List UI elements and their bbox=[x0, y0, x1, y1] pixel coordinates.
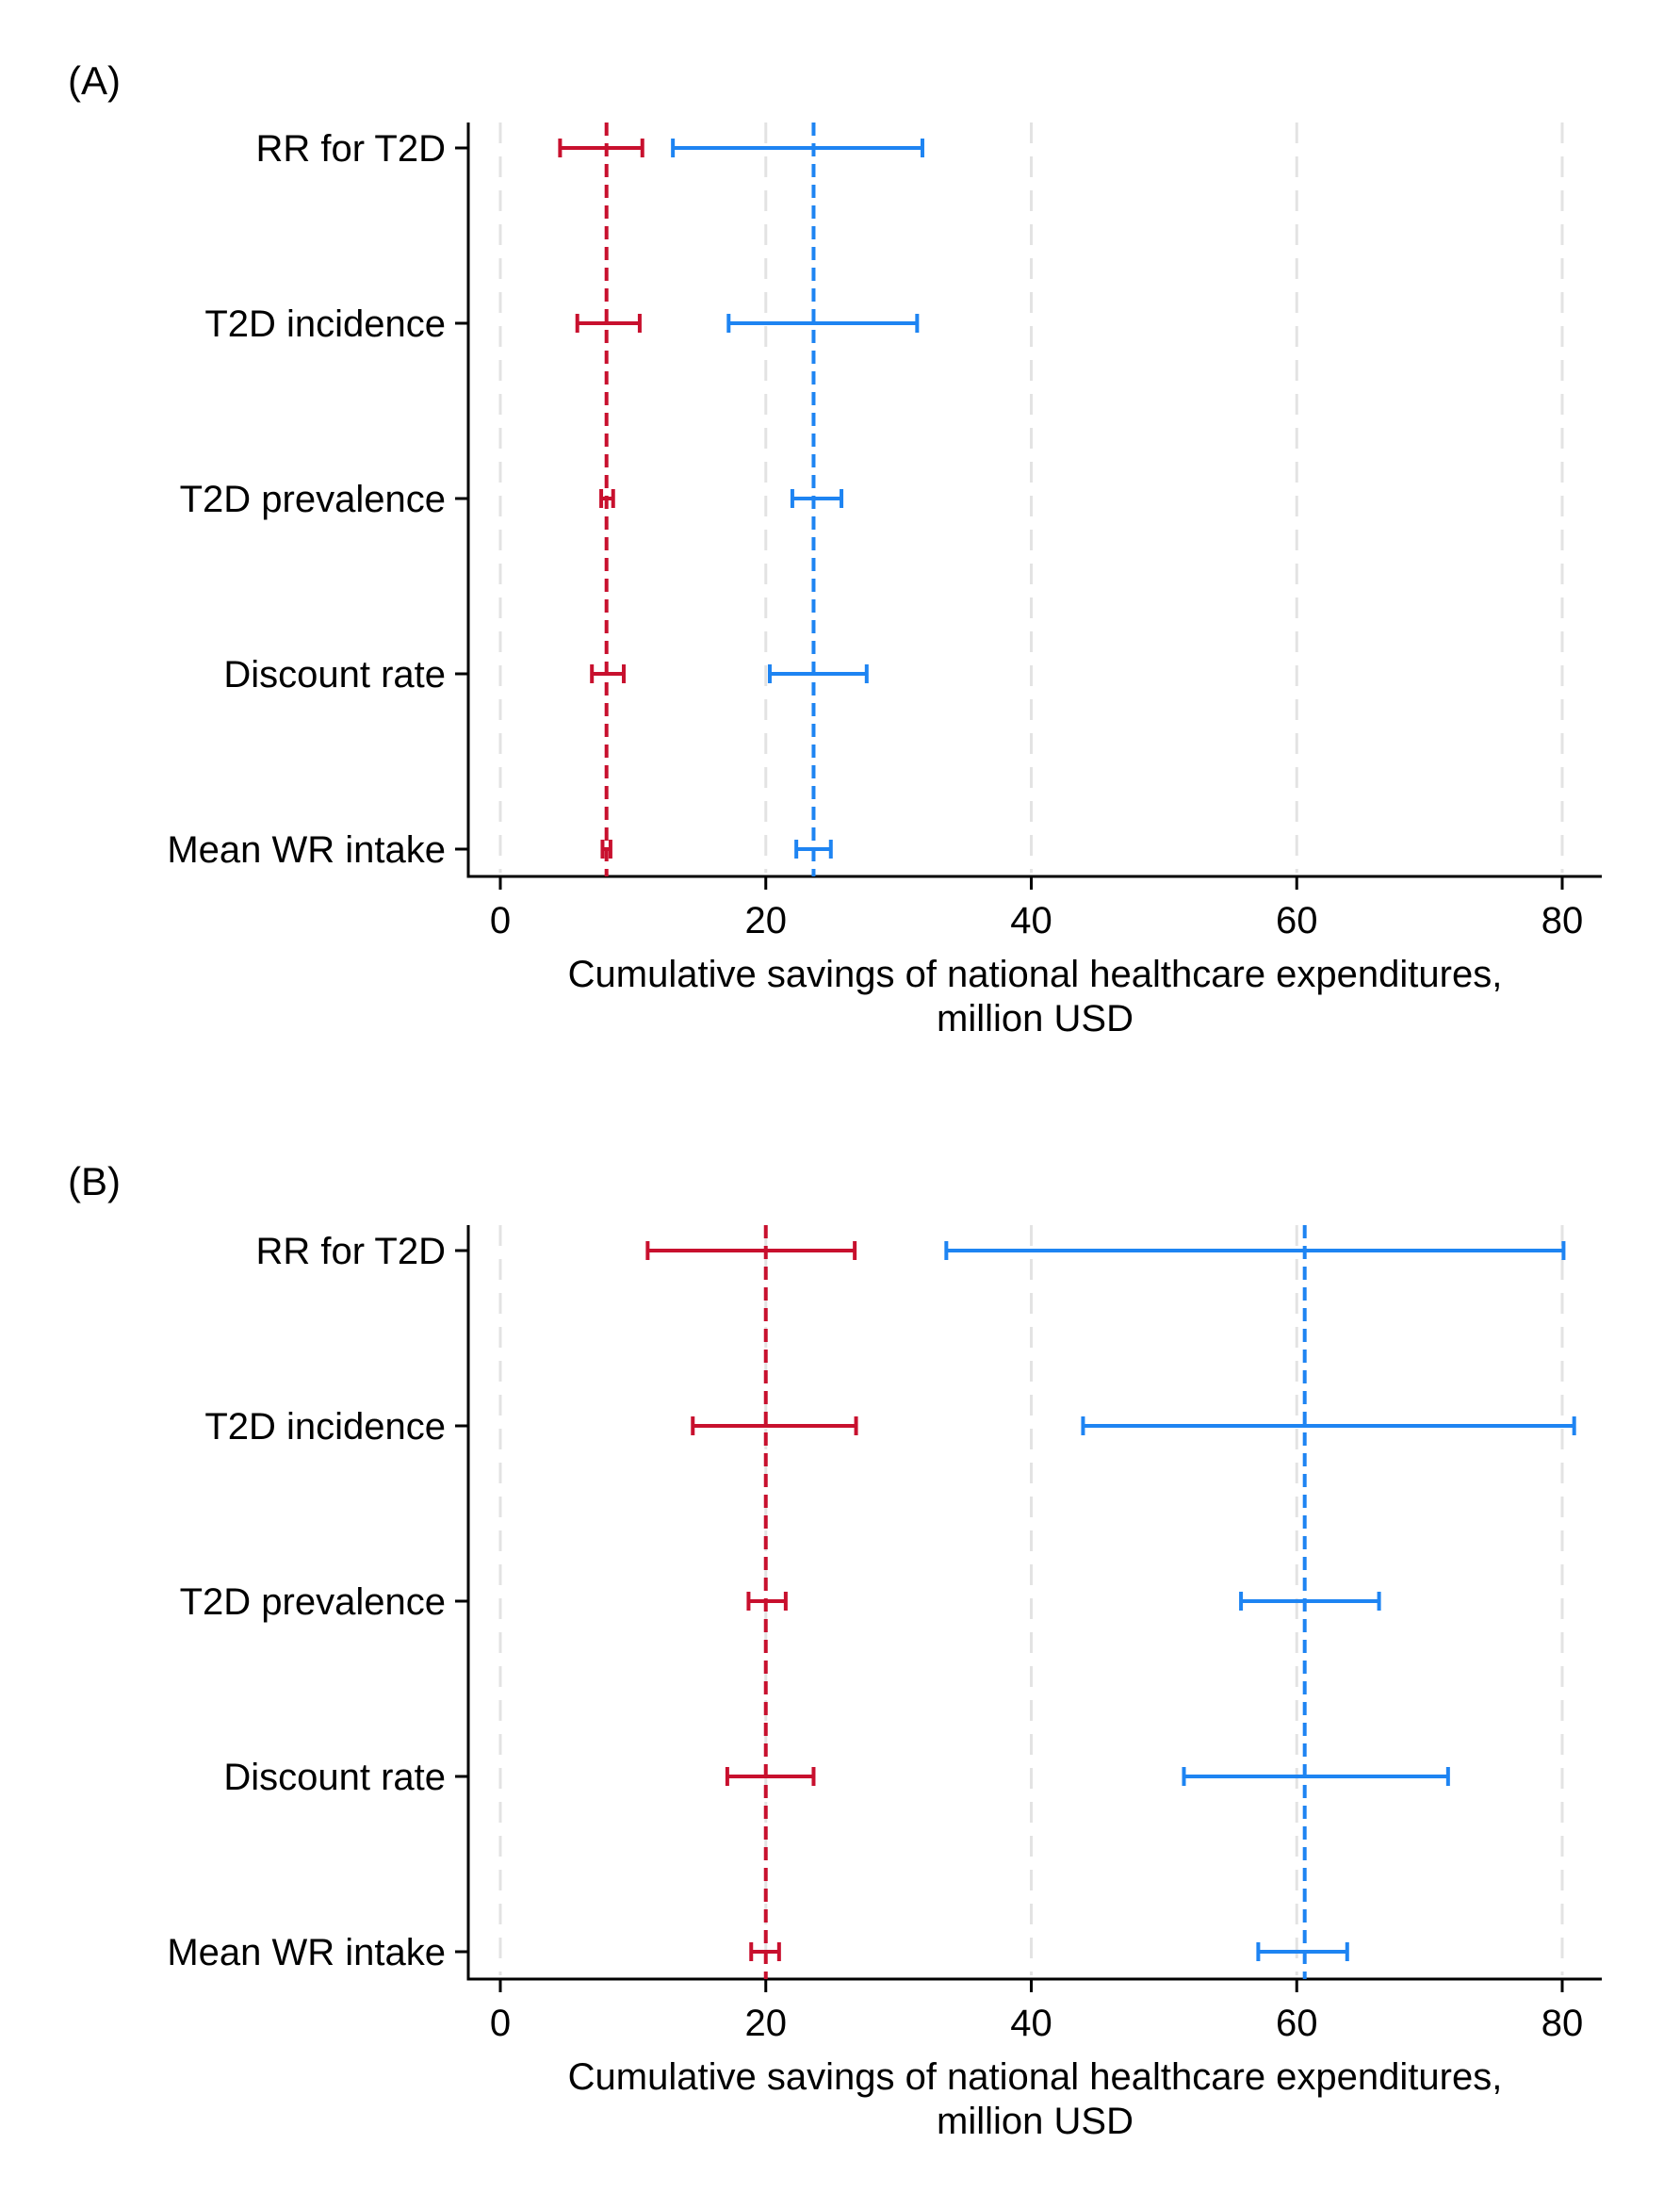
y-category-label: RR for T2D bbox=[255, 1231, 446, 1272]
x-tick-label: 20 bbox=[745, 2003, 788, 2044]
y-category-label: Discount rate bbox=[223, 1757, 446, 1798]
y-category-label: T2D prevalence bbox=[180, 479, 446, 520]
y-category-label: Mean WR intake bbox=[167, 1932, 446, 1973]
error-bar-blue bbox=[671, 139, 924, 157]
y-category-label: RR for T2D bbox=[255, 128, 446, 170]
error-bar-red bbox=[749, 1942, 781, 1961]
chart-panel-b: 0 20 40 60 80 RR for T2D T2D incidence T2D prev… bbox=[167, 1225, 1602, 2142]
error-bar-red bbox=[599, 489, 615, 508]
error-bar-blue bbox=[794, 840, 833, 859]
error-bar-red bbox=[691, 1416, 858, 1435]
panel-label-b: (B) bbox=[68, 1159, 121, 1203]
y-category-label: T2D prevalence bbox=[180, 1581, 446, 1623]
x-tick-label: 80 bbox=[1541, 900, 1584, 941]
error-bar-blue bbox=[1239, 1592, 1381, 1611]
x-tick-label: 20 bbox=[745, 900, 788, 941]
x-tick-label: 80 bbox=[1541, 2003, 1584, 2044]
x-axis-title-line1: Cumulative savings of national healthcar… bbox=[568, 2056, 1503, 2098]
x-axis-title-line2: million USD bbox=[937, 998, 1134, 1039]
x-tick-label: 40 bbox=[1010, 900, 1052, 941]
error-bar-blue bbox=[790, 489, 844, 508]
y-category-label: Discount rate bbox=[223, 654, 446, 695]
x-tick-label: 60 bbox=[1276, 2003, 1318, 2044]
error-bar-red bbox=[558, 139, 644, 157]
error-bar-red bbox=[575, 314, 642, 333]
x-axis-title-line1: Cumulative savings of national healthcar… bbox=[568, 954, 1503, 995]
y-category-label: Mean WR intake bbox=[167, 829, 446, 871]
y-category-label: T2D incidence bbox=[204, 1406, 446, 1448]
error-bar-red bbox=[600, 840, 612, 859]
x-tick-label: 60 bbox=[1276, 900, 1318, 941]
x-tick-label: 0 bbox=[490, 2003, 511, 2044]
error-bar-red bbox=[645, 1241, 857, 1260]
x-tick-label: 40 bbox=[1010, 2003, 1052, 2044]
chart-panel-a: 0 20 40 60 80 RR for T2D T2D incidence T2D prev… bbox=[167, 123, 1602, 1039]
y-category-label: T2D incidence bbox=[204, 303, 446, 345]
panel-label-a: (A) bbox=[68, 58, 121, 103]
x-tick-label: 0 bbox=[490, 900, 511, 941]
error-bar-blue bbox=[1256, 1942, 1349, 1961]
error-bar-red bbox=[725, 1767, 816, 1786]
x-axis-title-line2: million USD bbox=[937, 2101, 1134, 2142]
error-bar-blue bbox=[1182, 1767, 1450, 1786]
error-bar-blue bbox=[944, 1241, 1566, 1260]
error-bar-blue bbox=[1081, 1416, 1576, 1435]
error-bar-blue bbox=[726, 314, 920, 333]
error-bar-red bbox=[746, 1592, 788, 1611]
error-bar-blue bbox=[767, 664, 869, 683]
error-bar-red bbox=[590, 664, 627, 683]
